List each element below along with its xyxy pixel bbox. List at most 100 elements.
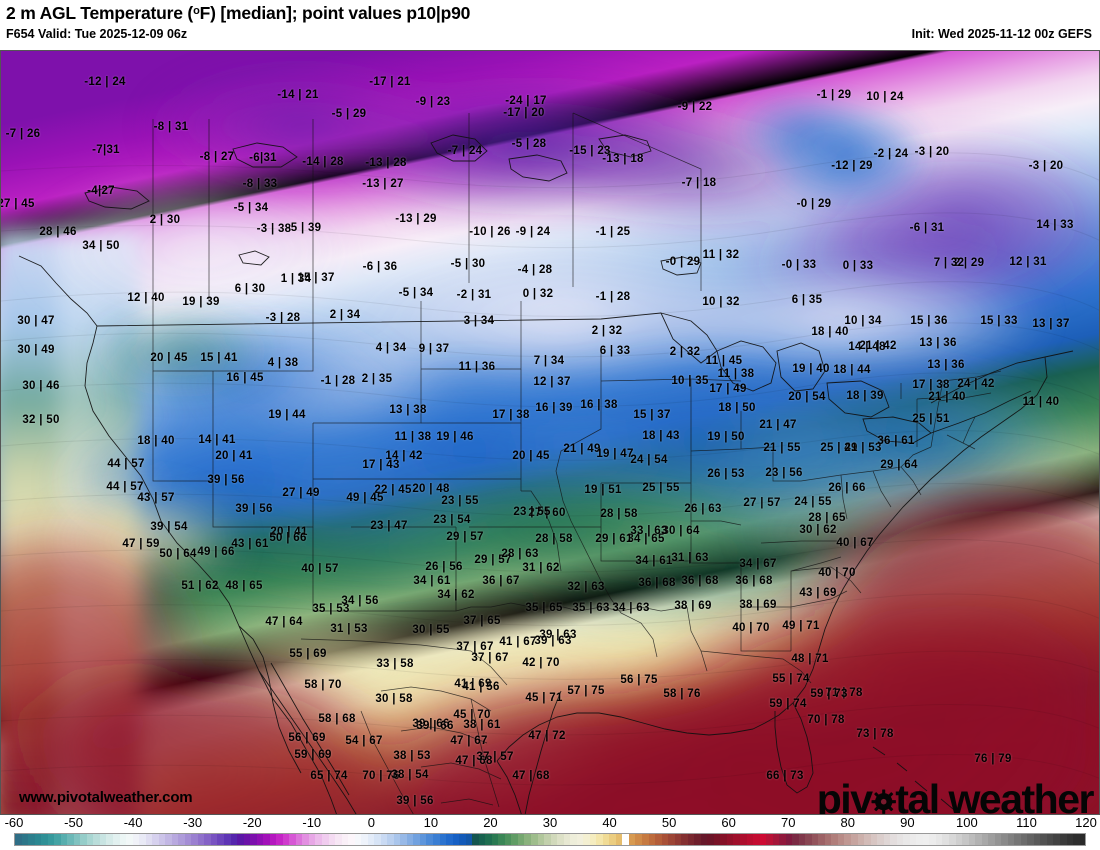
point-value-label: 29 | 64: [880, 459, 918, 471]
page-title: 2 m AGL Temperature (oF) [median]; point…: [6, 3, 470, 24]
point-value-label: 23 | 47: [370, 520, 408, 532]
point-value-label: 34 | 63: [612, 602, 650, 614]
point-value-label: 18 | 50: [718, 402, 756, 414]
colorbar-tick: 40: [602, 815, 617, 830]
weather-map[interactable]: -12 | 24 -7 | 26 -7|31 -4|27 27 | 45 28 | 46 3…: [0, 50, 1100, 815]
point-value-label: 20 | 41: [215, 450, 253, 462]
point-value-label: 49 | 66: [197, 546, 235, 558]
colorbar-swatch: [178, 834, 185, 845]
colorbar-swatch: [753, 834, 760, 845]
point-value-label: 16 | 38: [580, 399, 618, 411]
point-value-label: 45 | 70: [453, 709, 491, 721]
colorbar-swatch: [674, 834, 682, 845]
colorbar-swatch: [511, 834, 518, 845]
pivotal-weather-logo: piv tal weather: [817, 779, 1095, 815]
colorbar-swatch: [798, 834, 806, 845]
point-value-label: 44 | 57: [106, 481, 144, 493]
point-value-label: 57 | 75: [567, 685, 605, 697]
colorbar-swatch: [994, 834, 1002, 845]
point-value-label: 27 | 49: [282, 487, 320, 499]
point-value-label: 21 | 47: [759, 419, 797, 431]
point-value-label: 27 | 57: [743, 497, 781, 509]
point-value-label: 40 | 57: [301, 563, 339, 575]
colorbar: -60 -50 -40 -30 -20 -10 0 10 20 30 40 50 60 70 80 90 100…: [0, 815, 1100, 850]
point-value-label: 30 | 55: [412, 624, 450, 636]
colorbar-swatch: [426, 834, 433, 845]
point-value-label: 15 | 36: [910, 315, 948, 327]
colorbar-swatch: [224, 834, 231, 845]
colorbar-swatch: [824, 834, 832, 845]
colorbar-tick: 60: [721, 815, 736, 830]
point-value-label: 36 | 67: [482, 575, 520, 587]
colorbar-swatch: [811, 834, 819, 845]
point-value-label: 19 | 47: [596, 448, 634, 460]
point-value-label: 29 | 57: [474, 554, 512, 566]
point-value-label: 50 | 66: [269, 532, 307, 544]
colorbar-swatch: [766, 834, 773, 845]
point-value-label: 39 | 54: [150, 521, 188, 533]
point-value-label: 28 | 58: [600, 508, 638, 520]
point-value-label: -5 | 34: [398, 287, 434, 299]
colorbar-swatch: [243, 834, 251, 845]
colorbar-swatch: [80, 834, 87, 845]
point-value-label: 76 | 79: [974, 753, 1012, 765]
colorbar-swatch: [609, 834, 616, 845]
point-value-label: 26 | 66: [828, 482, 866, 494]
colorbar-swatch: [655, 834, 662, 845]
point-value-label: 39 | 56: [396, 795, 434, 807]
point-value-label: 2 | 30: [149, 214, 181, 226]
colorbar-swatch: [86, 834, 94, 845]
point-value-label: 6 | 30: [234, 283, 266, 295]
point-value-label: 34 | 67: [739, 558, 777, 570]
colorbar-swatch: [289, 834, 296, 845]
colorbar-swatch: [106, 834, 113, 845]
point-value-label: 38 | 69: [674, 600, 712, 612]
point-value-label: 21 | 42: [859, 340, 897, 352]
point-value-label: 66 | 73: [766, 770, 804, 782]
colorbar-swatch: [341, 834, 349, 845]
point-value-label: 11 | 45: [705, 355, 743, 367]
colorbar-swatch: [759, 834, 767, 845]
point-value-label: 43 | 57: [137, 492, 175, 504]
colorbar-swatch: [504, 834, 512, 845]
point-value-label: 43 | 61: [231, 538, 269, 550]
colorbar-swatch: [419, 834, 427, 845]
point-value-label: 19 | 44: [268, 409, 306, 421]
point-value-label: -6|31: [249, 152, 277, 164]
point-value-label: 15 | 41: [200, 352, 238, 364]
colorbar-swatch: [733, 834, 740, 845]
colorbar-swatch: [34, 834, 42, 845]
point-value-label: 36 | 68: [681, 575, 719, 587]
point-value-label: 47 | 64: [265, 616, 303, 628]
colorbar-swatch: [452, 834, 460, 845]
colorbar-swatch: [387, 834, 394, 845]
point-value-label: -9 | 22: [677, 101, 713, 113]
colorbar-tick: 0: [367, 815, 375, 830]
colorbar-tick: -30: [183, 815, 203, 830]
colorbar-swatch: [922, 834, 930, 845]
point-value-label: 71 | 78: [825, 687, 863, 699]
colorbar-swatch: [139, 834, 146, 845]
point-value-label: 23 | 54: [433, 514, 471, 526]
point-value-label: 12 | 31: [1009, 256, 1047, 268]
point-value-label: 44 | 57: [107, 458, 145, 470]
point-value-label: 30 | 46: [22, 380, 60, 392]
point-value-label: 38 | 53: [393, 750, 431, 762]
point-value-label: 24 | 54: [630, 454, 668, 466]
point-value-label: -13 | 27: [362, 178, 404, 190]
point-value-label: 14 | 42: [385, 450, 423, 462]
colorbar-swatch: [1014, 834, 1021, 845]
colorbar-swatch: [380, 834, 388, 845]
point-value-label: -17 | 20: [503, 107, 545, 119]
point-value-label: 23 | 56: [765, 467, 803, 479]
point-value-label: -13 | 29: [395, 213, 437, 225]
colorbar-swatch: [537, 834, 545, 845]
point-value-label: 4 | 38: [267, 357, 299, 369]
colorbar-swatch: [1073, 834, 1080, 845]
colorbar-swatch: [870, 834, 878, 845]
colorbar-swatch: [99, 834, 107, 845]
point-value-label: 65 | 74: [310, 770, 348, 782]
point-value-label: -17 | 21: [369, 76, 411, 88]
point-value-label: 39 | 56: [235, 503, 273, 515]
colorbar-swatch: [321, 834, 329, 845]
